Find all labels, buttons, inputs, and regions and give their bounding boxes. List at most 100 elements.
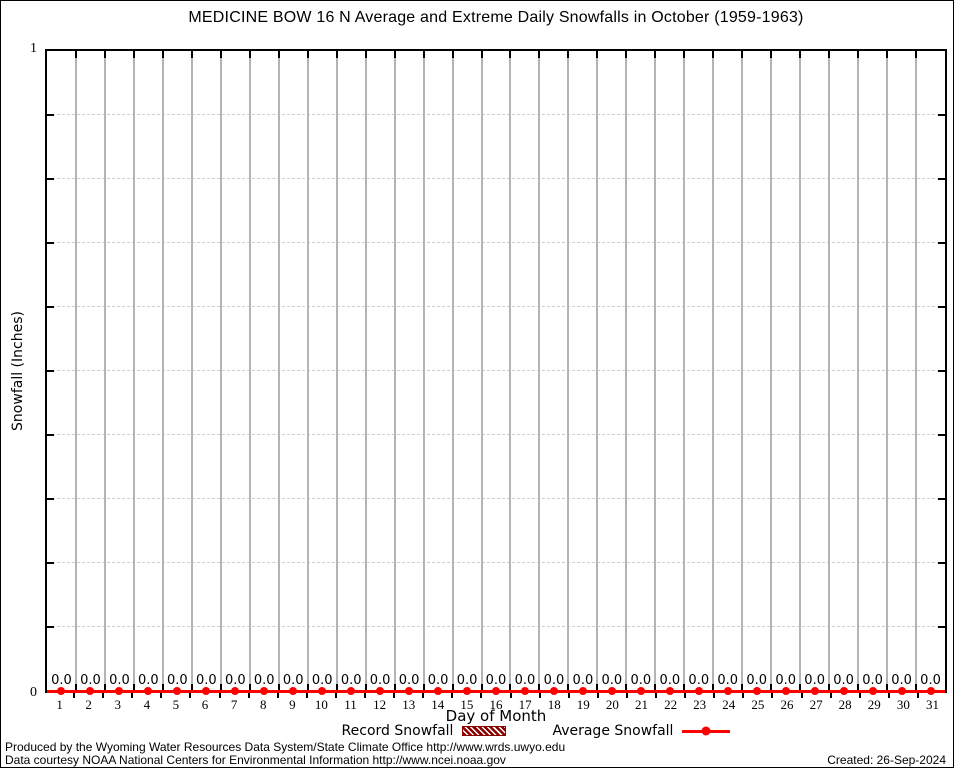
average-snowfall-point [231,687,240,695]
v-gridline [335,51,338,691]
x-tick-outer [131,693,134,698]
x-tick-label: 26 [780,697,794,712]
average-snowfall-point [665,687,674,695]
point-value-label: 0.0 [282,673,304,688]
average-snowfall-point [434,687,443,695]
x-tick-bottom [828,684,831,691]
average-snowfall-point [752,687,761,695]
x-tick-bottom [625,684,628,691]
created-date: Created: 26-Sep-2024 [827,753,946,767]
x-tick-outer [480,693,483,698]
average-snowfall-point [926,687,935,695]
average-snowfall-point [405,687,414,695]
x-tick-label: 9 [289,697,296,712]
x-tick-label: 30 [896,697,910,712]
x-tick-bottom [799,684,802,691]
x-tick-bottom [857,684,860,691]
h-gridline [47,434,945,435]
x-tick-outer [73,693,76,698]
average-snowfall-point [289,687,298,695]
x-tick-outer [771,693,774,698]
x-tick-top [190,51,193,58]
h-gridline [47,178,945,179]
average-snowfall-point [549,687,558,695]
y-tick-left [47,306,54,308]
x-tick-bottom [219,684,222,691]
average-snowfall-point [144,687,153,695]
x-tick-outer [451,693,454,698]
x-tick-outer [509,693,512,698]
average-snowfall-point [347,687,356,695]
average-snowfall-point [463,687,472,695]
point-value-label: 0.0 [253,673,275,688]
x-tick-bottom [190,684,193,691]
x-tick-outer [800,693,803,698]
average-snowfall-point [318,687,327,695]
x-tick-top [132,51,135,58]
point-value-label: 0.0 [369,673,391,688]
x-tick-label: 19 [576,697,590,712]
point-value-label: 0.0 [80,673,101,688]
x-tick-label: 5 [172,697,180,712]
v-gridline [132,51,135,691]
v-gridline [625,51,628,691]
x-tick-bottom [509,684,512,691]
x-tick-label: 27 [809,697,823,712]
v-gridline [828,51,831,691]
x-tick-bottom [538,684,541,691]
average-snowfall-point [868,687,877,695]
v-gridline [596,51,599,691]
h-gridline [47,114,945,115]
average-snowfall-point [173,687,182,695]
x-tick-bottom [654,684,657,691]
point-value-label: 0.0 [601,673,623,688]
x-tick-top [915,51,918,58]
x-tick-top [567,51,570,58]
point-value-label: 0.0 [456,673,478,688]
average-snowfall-point [810,687,819,695]
point-value-label: 0.0 [688,673,710,688]
x-tick-outer [713,693,716,698]
v-gridline [364,51,367,691]
x-tick-bottom [886,684,889,691]
y-tick-right [938,178,945,180]
point-value-label: 0.0 [572,673,594,688]
x-tick-label: 21 [634,697,648,712]
x-tick-bottom [103,684,106,691]
average-snowfall-point [781,687,790,695]
x-tick-outer [189,693,192,698]
v-gridline [741,51,744,691]
x-tick-top [74,51,77,58]
v-gridline [915,51,918,691]
x-tick-top [770,51,773,58]
x-tick-top [625,51,628,58]
average-snowfall-point [520,687,529,695]
x-tick-label: 7 [230,697,238,712]
x-tick-label: 23 [693,697,707,712]
h-gridline [47,306,945,307]
point-value-label: 0.0 [746,673,768,688]
x-tick-label: 4 [143,697,151,712]
x-tick-top [799,51,802,58]
x-tick-top [828,51,831,58]
point-value-label: 0.0 [138,673,159,688]
point-value-label: 0.0 [485,673,507,688]
x-tick-top [393,51,396,58]
x-tick-bottom [161,684,164,691]
x-tick-bottom [132,684,135,691]
x-tick-top [886,51,889,58]
x-tick-top [103,51,106,58]
y-tick-right [938,370,945,372]
x-tick-outer [887,693,890,698]
h-gridline [47,498,945,499]
v-gridline [393,51,396,691]
x-axis-tick-row: 1 2 3 4 5 6 7 8 9 10 11 12 13 14 15 16 17 18 19 20 21 22 23 24 2… [45,693,947,712]
v-gridline [277,51,280,691]
x-tick-label: 28 [838,697,852,712]
footer-line-2: Data courtesy NOAA National Centers for … [5,753,506,767]
x-tick-outer [829,693,832,698]
v-gridline [567,51,570,691]
point-value-label: 0.0 [167,673,188,688]
x-tick-top [509,51,512,58]
